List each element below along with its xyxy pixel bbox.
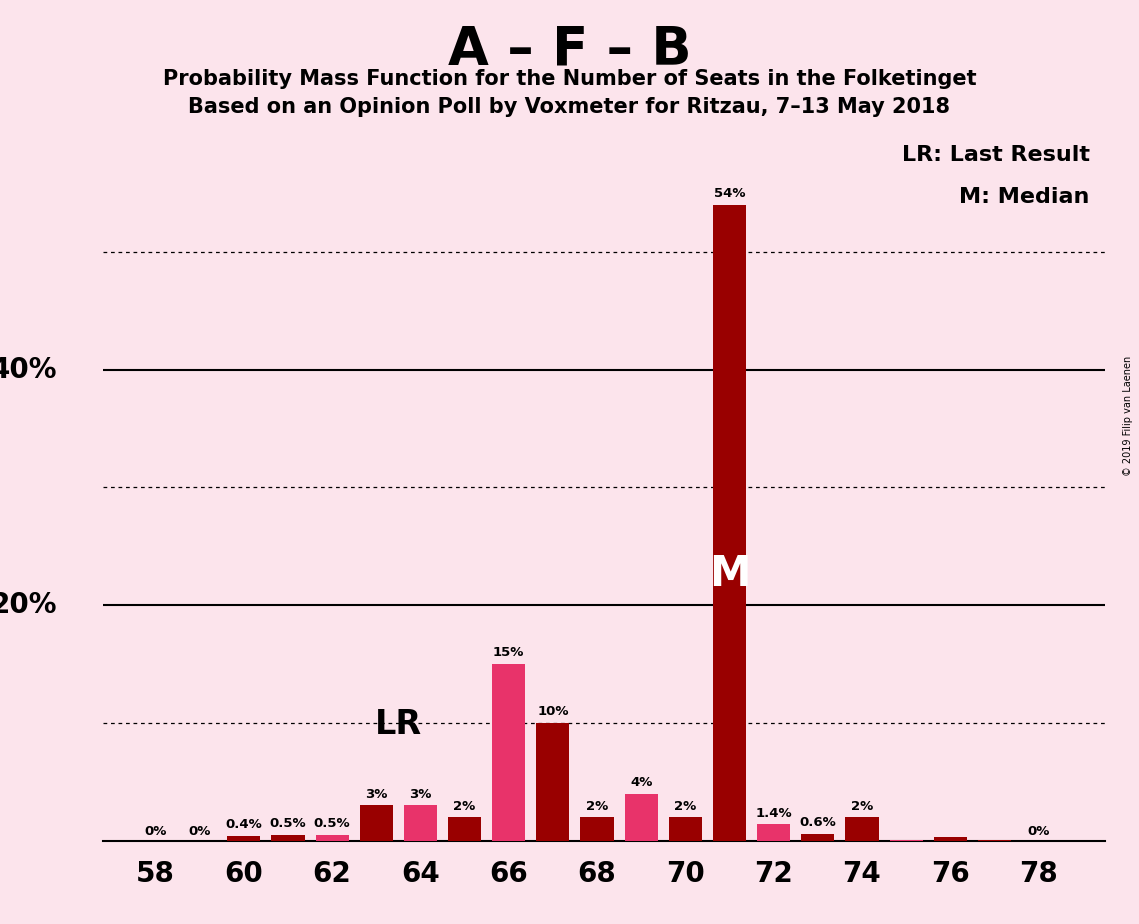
- Text: M: Median: M: Median: [959, 187, 1090, 207]
- Text: 3%: 3%: [366, 788, 387, 801]
- Bar: [757, 824, 790, 841]
- Bar: [404, 806, 437, 841]
- Text: 0.5%: 0.5%: [314, 817, 351, 831]
- Bar: [448, 818, 481, 841]
- Bar: [360, 806, 393, 841]
- Text: LR: LR: [375, 708, 421, 741]
- Text: 0%: 0%: [145, 825, 166, 838]
- Text: © 2019 Filip van Laenen: © 2019 Filip van Laenen: [1123, 356, 1133, 476]
- Bar: [669, 818, 702, 841]
- Text: 0%: 0%: [1027, 825, 1050, 838]
- Bar: [890, 840, 923, 841]
- Text: 2%: 2%: [453, 799, 476, 812]
- Bar: [934, 837, 967, 841]
- Text: 2%: 2%: [674, 799, 696, 812]
- Text: 54%: 54%: [714, 187, 745, 200]
- Text: Based on an Opinion Poll by Voxmeter for Ritzau, 7–13 May 2018: Based on an Opinion Poll by Voxmeter for…: [188, 97, 951, 117]
- Bar: [845, 818, 878, 841]
- Bar: [271, 835, 304, 841]
- Bar: [978, 840, 1011, 841]
- Bar: [228, 836, 261, 841]
- Text: A – F – B: A – F – B: [448, 23, 691, 75]
- Text: 4%: 4%: [630, 776, 653, 789]
- Text: M: M: [708, 553, 751, 595]
- Text: 40%: 40%: [0, 356, 57, 383]
- Text: 0.5%: 0.5%: [270, 817, 306, 831]
- Text: LR: Last Result: LR: Last Result: [902, 144, 1090, 164]
- Bar: [581, 818, 614, 841]
- Text: 10%: 10%: [538, 705, 568, 718]
- Text: 0.6%: 0.6%: [800, 816, 836, 829]
- Text: 20%: 20%: [0, 591, 57, 619]
- Bar: [536, 723, 570, 841]
- Text: 1.4%: 1.4%: [755, 807, 792, 820]
- Text: 0.4%: 0.4%: [226, 819, 262, 832]
- Text: 2%: 2%: [851, 799, 874, 812]
- Text: 0%: 0%: [188, 825, 211, 838]
- Bar: [316, 835, 349, 841]
- Bar: [492, 664, 525, 841]
- Text: Probability Mass Function for the Number of Seats in the Folketinget: Probability Mass Function for the Number…: [163, 69, 976, 90]
- Text: 15%: 15%: [493, 647, 524, 660]
- Bar: [801, 833, 835, 841]
- Text: 3%: 3%: [409, 788, 432, 801]
- Bar: [624, 794, 657, 841]
- Bar: [713, 205, 746, 841]
- Text: 2%: 2%: [585, 799, 608, 812]
